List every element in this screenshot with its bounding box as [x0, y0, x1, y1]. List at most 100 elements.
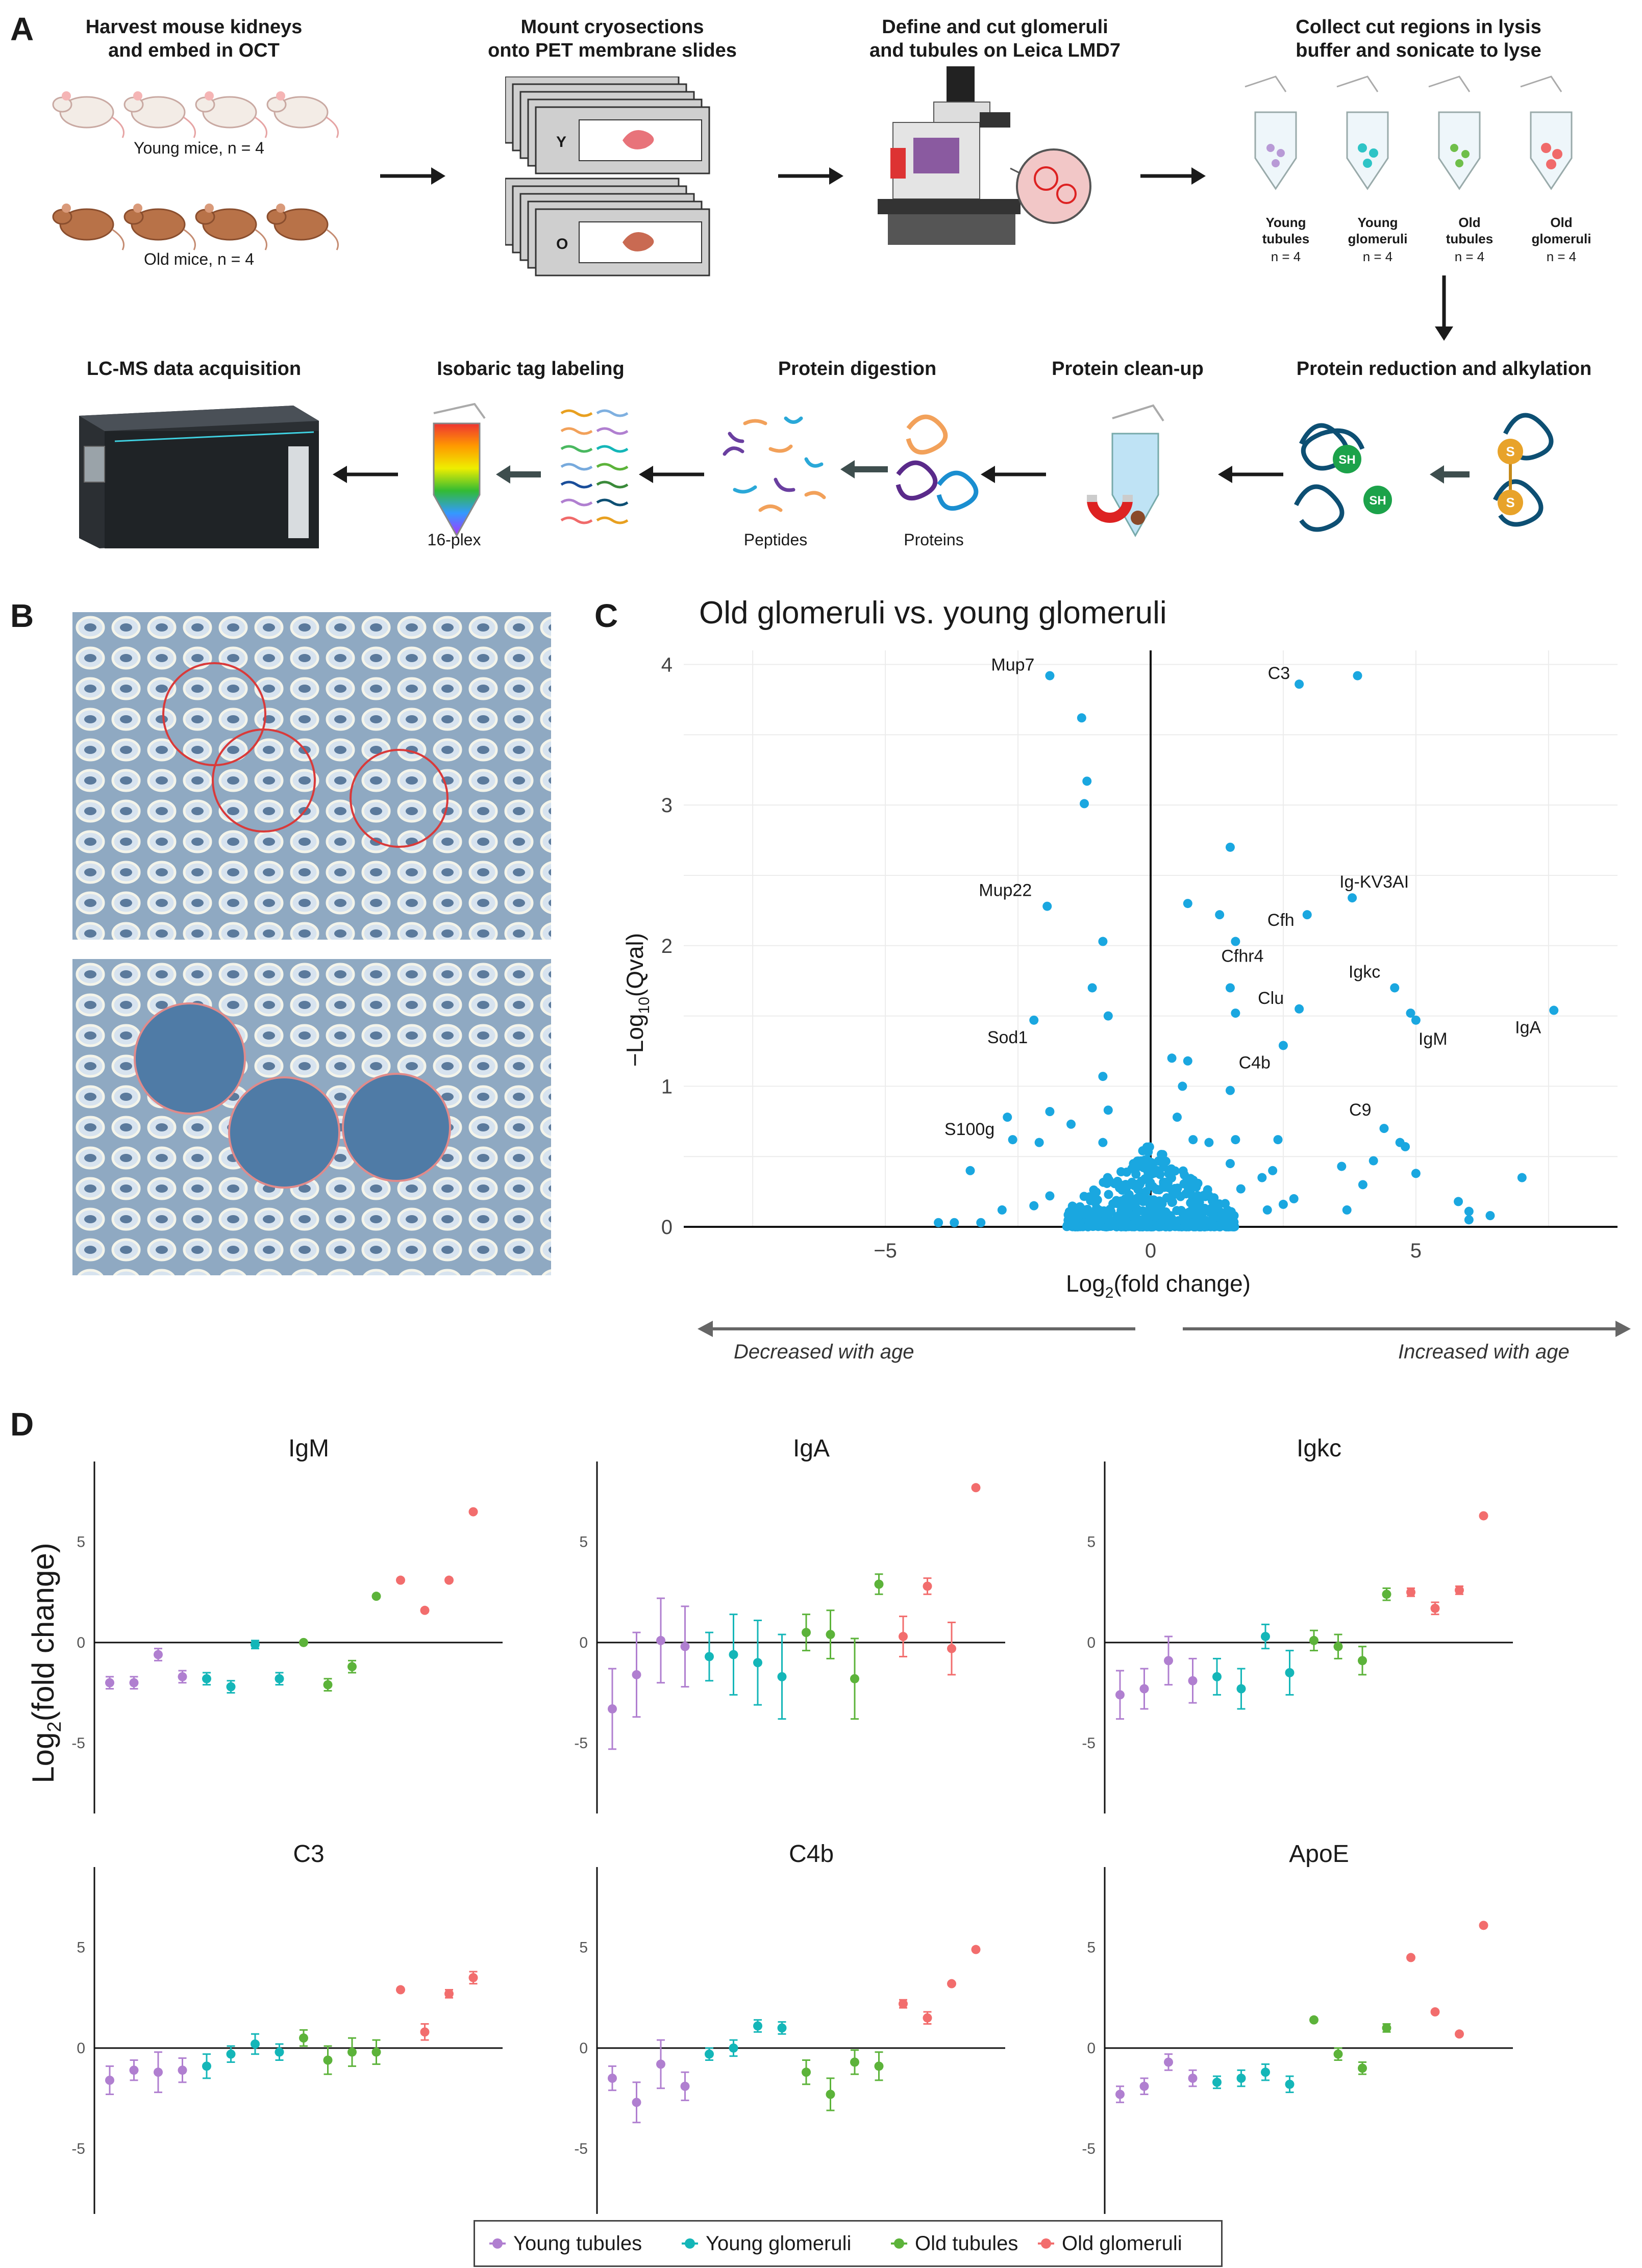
- tube-label-young-glomeruli: Young glomeruli: [1342, 214, 1413, 247]
- volcano-point: [1337, 1162, 1347, 1171]
- dotplot-point: [1188, 1676, 1198, 1685]
- d-ylabel-log: Log: [26, 1732, 60, 1783]
- volcano-point: [1132, 1205, 1142, 1215]
- dotplot-point: [826, 2089, 835, 2099]
- tube-n: n = 4: [1454, 249, 1485, 264]
- dotplot-point: [178, 2065, 187, 2075]
- volcano-point: [1185, 1209, 1195, 1219]
- volcano-point: [1229, 1211, 1239, 1221]
- dotplot-point: [826, 1630, 835, 1640]
- volcano-point: [1225, 983, 1235, 993]
- tube-label-old-tubules: Old tubules: [1434, 214, 1505, 247]
- volcano-point: [1406, 1009, 1415, 1018]
- dotplot-point: [753, 2021, 762, 2031]
- volcano-point: [1102, 1178, 1112, 1188]
- dotplot-point: [202, 1674, 211, 1683]
- dotplot-point: [729, 2043, 738, 2053]
- tube-n: n = 4: [1546, 249, 1577, 264]
- legend-svg: Young tubules Young glomeruli Old tubule…: [489, 2232, 1182, 2255]
- volcano-point-label: Igkc: [1349, 962, 1380, 981]
- dotplot-point: [129, 2065, 139, 2075]
- arrow-left-icon: [333, 466, 398, 483]
- dotplot-point: [632, 2098, 641, 2107]
- arrow-right-icon: [1140, 167, 1206, 185]
- dotplot-point: [1139, 2081, 1149, 2091]
- increased-arrow-icon: [1183, 1321, 1631, 1337]
- volcano-point: [1278, 1199, 1288, 1209]
- volcano-point-labeled: [1549, 1005, 1559, 1015]
- volcano-xtick-label: −5: [874, 1240, 897, 1262]
- volcano-point-label: IgA: [1515, 1018, 1541, 1038]
- volcano-point-labeled: [1278, 1041, 1288, 1050]
- arrow-left-icon: [639, 466, 704, 483]
- arrow-left-icon: [981, 466, 1046, 483]
- dotplot-point: [923, 2013, 932, 2023]
- volcano-ytick-label: 2: [661, 935, 673, 957]
- dotplot-point: [1115, 2089, 1125, 2099]
- dotplot-point: [1309, 2015, 1318, 2025]
- d-ylabel-fc: (fold change): [26, 1543, 60, 1721]
- legend-dot: [894, 2238, 904, 2249]
- dotplot-point: [1236, 1684, 1246, 1694]
- dotplot-point: [178, 1672, 187, 1681]
- tube-label-line: glomeruli: [1531, 231, 1591, 246]
- tube-label-line: Old: [1458, 215, 1481, 230]
- volcano-point: [1215, 910, 1225, 920]
- dotplot-point: [1382, 2023, 1391, 2033]
- dotplot-point: [1115, 1690, 1125, 1700]
- dotplot-point: [680, 1642, 690, 1651]
- dotplot-point: [420, 1605, 430, 1615]
- dotplot-ytick-label: 0: [579, 1634, 588, 1651]
- volcano-point: [1143, 1147, 1153, 1157]
- volcano-point: [1029, 1201, 1039, 1211]
- volcano-point: [1353, 671, 1362, 681]
- dotplot-ytick-label: -5: [1082, 1735, 1096, 1752]
- increased-with-age-label: Increased with age: [1398, 1341, 1570, 1363]
- volcano-point: [1103, 1222, 1113, 1231]
- volcano-point-label: IgM: [1419, 1029, 1448, 1049]
- volcano-point: [1142, 1211, 1152, 1221]
- dotplot-point: [1261, 2068, 1270, 2077]
- dotplot-point: [323, 2055, 333, 2065]
- legend-item-old-glomeruli: Old glomeruli: [1038, 2232, 1182, 2255]
- dotplot-point: [1455, 1585, 1464, 1595]
- volcano-ytick-label: 4: [661, 654, 673, 676]
- volcano-point-label: S100g: [944, 1120, 994, 1139]
- young-mice-illustration: [52, 91, 339, 138]
- step-title-reduction: Protein reduction and alkylation: [1296, 358, 1592, 380]
- volcano-point: [1117, 1220, 1127, 1229]
- dotplot-title: IgM: [288, 1435, 329, 1462]
- volcano-point: [1103, 1011, 1113, 1021]
- dotplot-point: [802, 1628, 811, 1637]
- panel-d-ylabel: Log2(fold change): [26, 1543, 65, 1783]
- volcano-point: [1045, 1107, 1055, 1116]
- volcano-point: [965, 1166, 975, 1175]
- dotplot-point: [899, 1999, 908, 2009]
- dotplot-ytick-label: 5: [77, 1534, 85, 1551]
- dotplot-point: [608, 2074, 617, 2083]
- dotplot-c4b: C4b -5 0 5: [574, 1841, 1005, 2214]
- dotplot-point: [299, 1637, 308, 1647]
- legend-label: Old tubules: [915, 2232, 1018, 2255]
- dotplot-title: Igkc: [1297, 1435, 1341, 1462]
- volcano-point: [1225, 1158, 1235, 1168]
- dotplot-point: [1382, 1590, 1391, 1599]
- dotplot-point: [1358, 2063, 1367, 2073]
- volcano-point: [1218, 1209, 1228, 1219]
- volcano-point-label: Mup22: [979, 881, 1032, 900]
- volcano-point: [1231, 1135, 1240, 1145]
- decreased-arrow-icon: [698, 1321, 1135, 1337]
- panel-d-dotplots: IgM -5 0 5 IgA -5 0 5 Igkc -5 0 5 C3 -5 0 5 C4b -5 0 5 ApoE -…: [71, 1435, 1513, 2214]
- dotplot-point: [656, 1635, 665, 1645]
- xlabel-log: Log: [1066, 1270, 1105, 1297]
- volcano-point: [1136, 1177, 1146, 1187]
- dotplot-ytick-label: 0: [1087, 1634, 1096, 1651]
- volcano-point: [1115, 1183, 1125, 1193]
- step-title-cut: Define and cut glomeruli and tubules on …: [837, 15, 1153, 62]
- dotplot-point: [202, 2061, 211, 2071]
- volcano-point: [1083, 1204, 1092, 1214]
- dotplot-ytick-label: 5: [77, 1939, 85, 1956]
- volcano-point: [1181, 1189, 1191, 1199]
- dotplot-point: [1358, 1656, 1367, 1666]
- volcano-point: [1210, 1203, 1220, 1213]
